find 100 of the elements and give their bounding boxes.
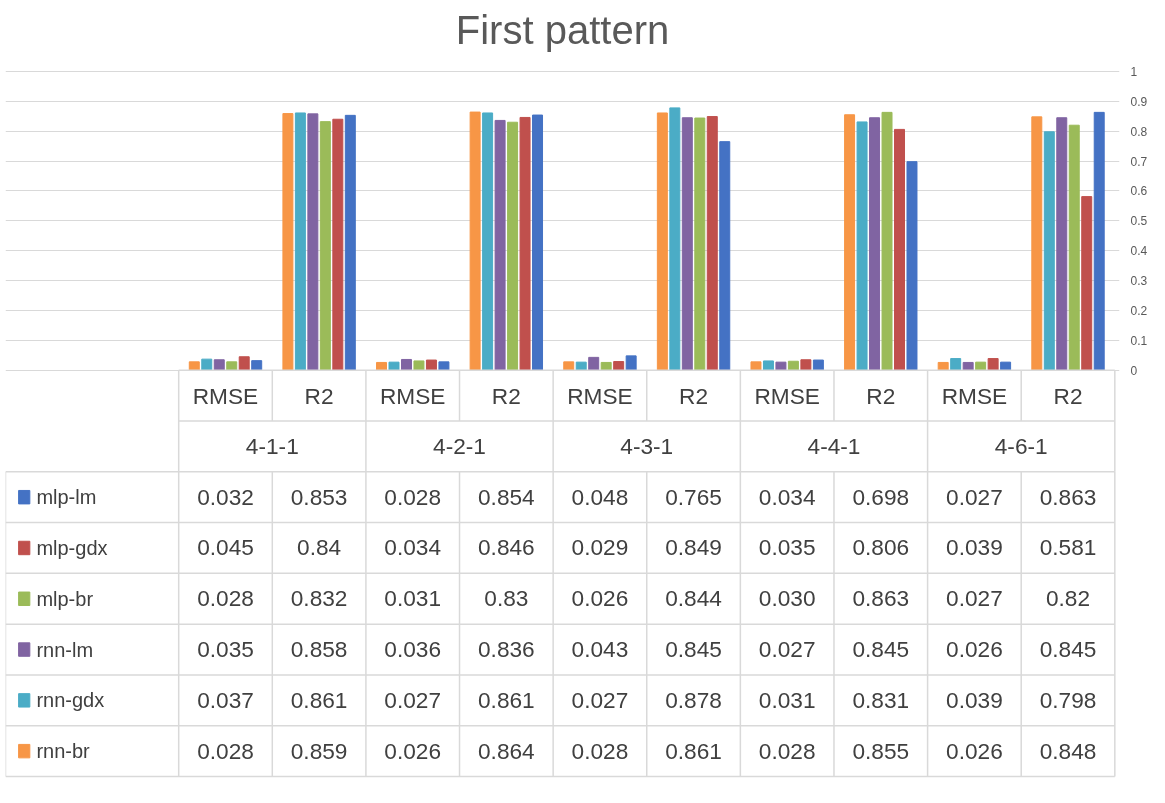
data-label: 0.045 bbox=[197, 534, 254, 561]
data-label: 0.581 bbox=[1039, 534, 1097, 561]
data-label: 0.028 bbox=[384, 483, 442, 510]
bar bbox=[1043, 131, 1055, 371]
data-label: 0.039 bbox=[946, 534, 1003, 561]
data-label: 0.831 bbox=[852, 686, 910, 713]
legend-label: rnn-gdx bbox=[36, 689, 105, 712]
data-label: 0.035 bbox=[197, 636, 254, 663]
bar bbox=[881, 111, 893, 371]
data-label: 0.028 bbox=[571, 737, 629, 764]
y-tick-label: 0.9 bbox=[1130, 94, 1148, 109]
bar bbox=[894, 128, 905, 371]
data-label: 0.039 bbox=[946, 686, 1003, 713]
data-label: 0.026 bbox=[384, 737, 442, 764]
x-tick-label: RMSE bbox=[192, 382, 259, 409]
y-tick-label: 0.5 bbox=[1130, 214, 1148, 229]
data-label: 0.048 bbox=[571, 483, 629, 510]
data-label: 0.845 bbox=[852, 636, 910, 663]
bar bbox=[669, 107, 681, 371]
x-tick-label: RMSE bbox=[941, 382, 1008, 409]
text: 4-1-1 bbox=[245, 432, 299, 459]
bar bbox=[388, 361, 400, 371]
legend-label: mlp-br bbox=[36, 587, 94, 610]
data-label: 0.864 bbox=[477, 737, 535, 764]
bar bbox=[856, 121, 868, 371]
data-label: 0.855 bbox=[852, 737, 910, 764]
data-label: 0.853 bbox=[290, 483, 348, 510]
data-label: 0.043 bbox=[571, 636, 629, 663]
data-label: 0.026 bbox=[946, 737, 1003, 764]
bar bbox=[681, 117, 693, 371]
x-tick-label: RMSE bbox=[754, 382, 820, 409]
data-label: 0.858 bbox=[290, 636, 348, 663]
data-label: 0.83 bbox=[484, 585, 529, 612]
bar bbox=[625, 355, 637, 371]
y-tick-label: 0.6 bbox=[1130, 184, 1148, 199]
data-label: 0.849 bbox=[665, 534, 722, 561]
bar bbox=[1031, 116, 1043, 371]
data-label: 0.027 bbox=[758, 636, 816, 663]
data-label: 0.863 bbox=[852, 585, 910, 612]
bar bbox=[344, 114, 356, 371]
bar bbox=[238, 356, 250, 371]
y-tick-label: 1 bbox=[1130, 64, 1138, 79]
legend-label: rnn-lm bbox=[36, 638, 94, 661]
data-label: 0.854 bbox=[477, 483, 535, 510]
bar bbox=[494, 119, 506, 371]
x-tick-label: R2 bbox=[679, 382, 709, 409]
y-tick-label: 0.1 bbox=[1130, 333, 1148, 348]
data-label: 0.698 bbox=[852, 483, 910, 510]
data-label: 0.030 bbox=[758, 585, 816, 612]
bar bbox=[438, 361, 450, 371]
data-label: 0.861 bbox=[290, 686, 348, 713]
x-tick-label: R2 bbox=[491, 382, 521, 409]
data-label: 0.84 bbox=[297, 534, 342, 561]
legend-label: mlp-gdx bbox=[36, 536, 108, 559]
bar bbox=[1056, 117, 1068, 371]
data-label: 0.031 bbox=[758, 686, 816, 713]
bar bbox=[844, 114, 856, 371]
y-tick-label: 0.7 bbox=[1130, 154, 1148, 169]
bar bbox=[1081, 196, 1093, 371]
bar bbox=[906, 161, 918, 371]
legend-label: rnn-br bbox=[36, 740, 91, 763]
bar bbox=[775, 361, 787, 371]
y-tick-label: 0.3 bbox=[1130, 274, 1148, 289]
y-tick-label: 0.4 bbox=[1130, 244, 1148, 259]
bar bbox=[750, 361, 762, 371]
y-tick-label: 0 bbox=[1130, 363, 1138, 378]
data-label: 0.027 bbox=[946, 585, 1003, 612]
data-label: 0.846 bbox=[477, 534, 535, 561]
bar bbox=[294, 112, 306, 371]
data-label: 0.034 bbox=[758, 483, 816, 510]
data-label: 0.028 bbox=[758, 737, 816, 764]
data-label: 0.027 bbox=[946, 483, 1003, 510]
bar bbox=[532, 114, 544, 371]
bar bbox=[694, 117, 706, 371]
data-label: 0.026 bbox=[571, 585, 629, 612]
bar bbox=[987, 358, 999, 371]
legend-label: mlp-lm bbox=[36, 486, 97, 509]
bar bbox=[519, 116, 531, 371]
data-label: 0.031 bbox=[384, 585, 442, 612]
bar bbox=[1068, 124, 1080, 371]
data-label: 0.878 bbox=[665, 686, 722, 713]
data-label: 0.032 bbox=[197, 483, 254, 510]
chart-title: First pattern bbox=[455, 7, 670, 52]
data-label: 0.861 bbox=[477, 686, 535, 713]
data-label: 0.027 bbox=[384, 686, 442, 713]
data-label: 0.035 bbox=[758, 534, 816, 561]
bar bbox=[800, 359, 812, 371]
y-tick-label: 0.8 bbox=[1130, 124, 1148, 139]
data-label: 0.034 bbox=[384, 534, 442, 561]
x-tick-label: R2 bbox=[866, 382, 896, 409]
data-label: 0.845 bbox=[665, 636, 722, 663]
bar bbox=[1093, 111, 1105, 371]
data-label: 0.82 bbox=[1045, 585, 1091, 612]
x-tick-label: R2 bbox=[1053, 382, 1083, 409]
x-tick-label: RMSE bbox=[567, 382, 633, 409]
data-label: 0.845 bbox=[1039, 636, 1097, 663]
data-label: 0.765 bbox=[665, 483, 722, 510]
data-label: 0.836 bbox=[477, 636, 535, 663]
bar bbox=[319, 121, 331, 371]
bar bbox=[413, 360, 425, 371]
